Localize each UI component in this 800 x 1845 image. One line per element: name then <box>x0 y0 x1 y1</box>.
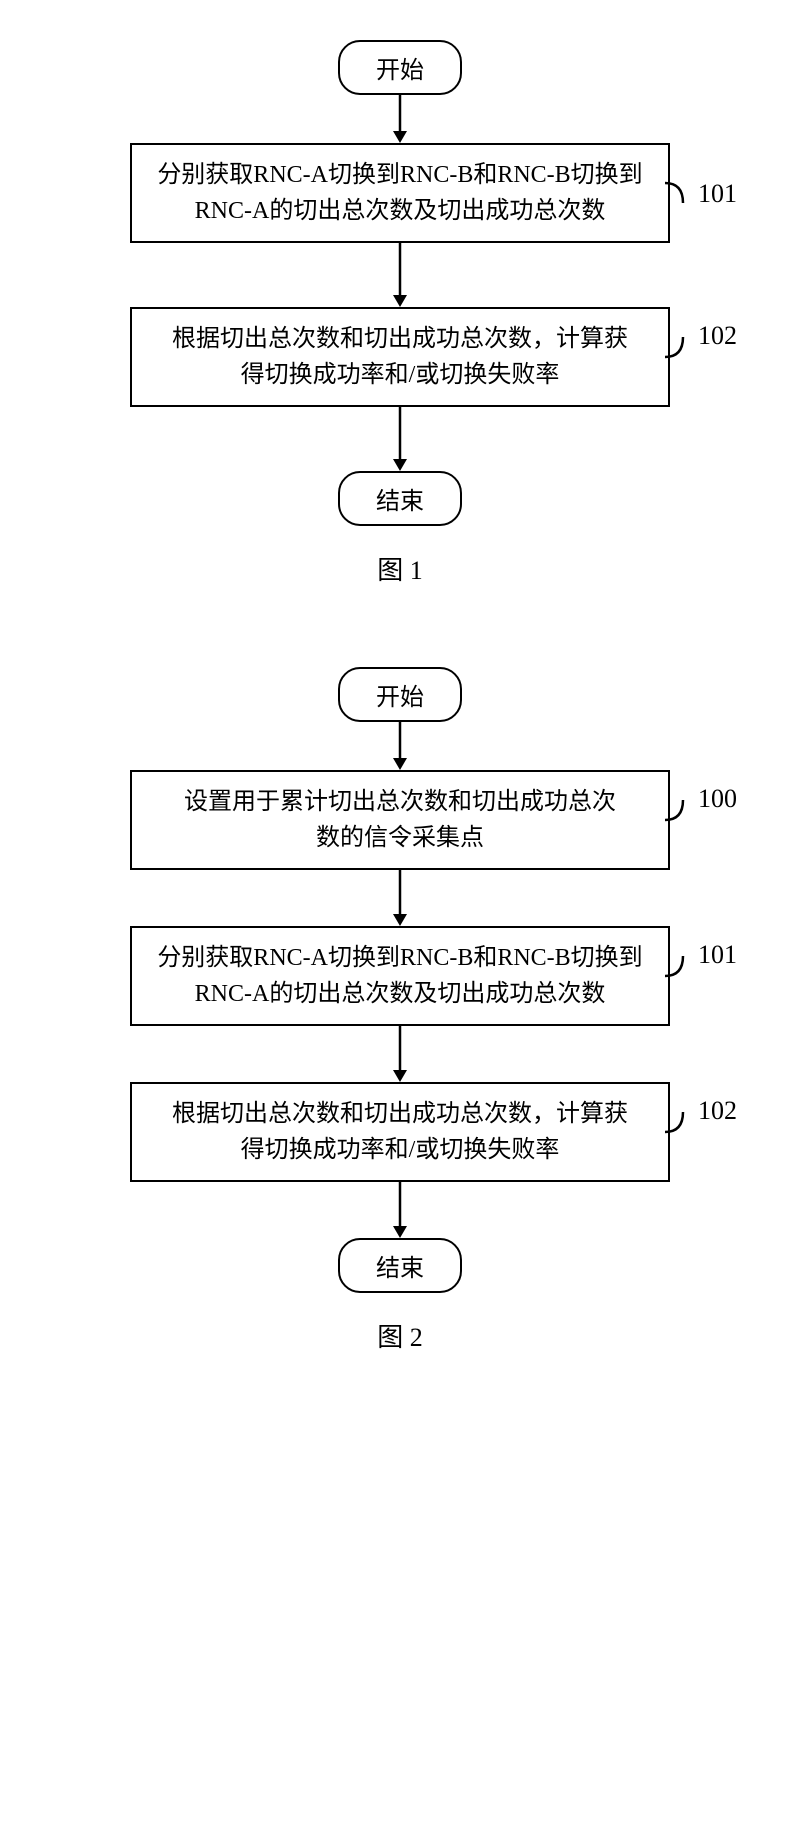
arrow-icon <box>388 407 412 471</box>
step-id-label: 101 <box>698 179 737 209</box>
process-row: 根据切出总次数和切出成功总次数，计算获 得切换成功率和/或切换失败率 102 <box>0 307 800 407</box>
process-box: 根据切出总次数和切出成功总次数，计算获 得切换成功率和/或切换失败率 <box>130 307 670 407</box>
arrow-icon <box>388 95 412 143</box>
process-row: 分别获取RNC-A切换到RNC-B和RNC-B切换到 RNC-A的切出总次数及切… <box>0 143 800 243</box>
process-text-line1: 设置用于累计切出总次数和切出成功总次 <box>184 789 616 815</box>
process-text-line2: 得切换成功率和/或切换失败率 <box>241 362 560 388</box>
process-box: 设置用于累计切出总次数和切出成功总次 数的信令采集点 <box>130 770 670 870</box>
end-label: 结束 <box>376 489 424 515</box>
process-text-line1: 分别获取RNC-A切换到RNC-B和RNC-B切换到 <box>157 945 642 971</box>
process-box: 根据切出总次数和切出成功总次数，计算获 得切换成功率和/或切换失败率 <box>130 1082 670 1182</box>
start-terminator: 开始 <box>338 40 462 95</box>
process-text-line1: 根据切出总次数和切出成功总次数，计算获 <box>172 326 628 352</box>
process-text-line2: RNC-A的切出总次数及切出成功总次数 <box>195 198 606 224</box>
process-row: 分别获取RNC-A切换到RNC-B和RNC-B切换到 RNC-A的切出总次数及切… <box>0 926 800 1026</box>
arrow-icon <box>388 722 412 770</box>
end-label: 结束 <box>376 1256 424 1282</box>
arrow-icon <box>388 870 412 926</box>
process-box: 分别获取RNC-A切换到RNC-B和RNC-B切换到 RNC-A的切出总次数及切… <box>130 143 670 243</box>
process-box: 分别获取RNC-A切换到RNC-B和RNC-B切换到 RNC-A的切出总次数及切… <box>130 926 670 1026</box>
process-row: 根据切出总次数和切出成功总次数，计算获 得切换成功率和/或切换失败率 102 <box>0 1082 800 1182</box>
step-id-label: 102 <box>698 321 737 351</box>
end-terminator: 结束 <box>338 1238 462 1293</box>
arrow-icon <box>388 1182 412 1238</box>
process-row: 设置用于累计切出总次数和切出成功总次 数的信令采集点 100 <box>0 770 800 870</box>
figure-2: 开始 设置用于累计切出总次数和切出成功总次 数的信令采集点 100 分别获取RN… <box>0 667 800 1354</box>
process-text-line2: RNC-A的切出总次数及切出成功总次数 <box>195 981 606 1007</box>
step-id-label: 101 <box>698 940 737 970</box>
figure-caption: 图 1 <box>377 550 423 587</box>
process-text-line2: 得切换成功率和/或切换失败率 <box>241 1137 560 1163</box>
start-terminator: 开始 <box>338 667 462 722</box>
start-label: 开始 <box>376 58 424 84</box>
end-terminator: 结束 <box>338 471 462 526</box>
figure-caption: 图 2 <box>377 1317 423 1354</box>
process-text-line1: 根据切出总次数和切出成功总次数，计算获 <box>172 1101 628 1127</box>
step-id-label: 102 <box>698 1096 737 1126</box>
process-text-line2: 数的信令采集点 <box>316 825 484 851</box>
figure-1: 开始 分别获取RNC-A切换到RNC-B和RNC-B切换到 RNC-A的切出总次… <box>0 40 800 587</box>
step-id-label: 100 <box>698 784 737 814</box>
process-text-line1: 分别获取RNC-A切换到RNC-B和RNC-B切换到 <box>157 162 642 188</box>
arrow-icon <box>388 1026 412 1082</box>
start-label: 开始 <box>376 685 424 711</box>
arrow-icon <box>388 243 412 307</box>
